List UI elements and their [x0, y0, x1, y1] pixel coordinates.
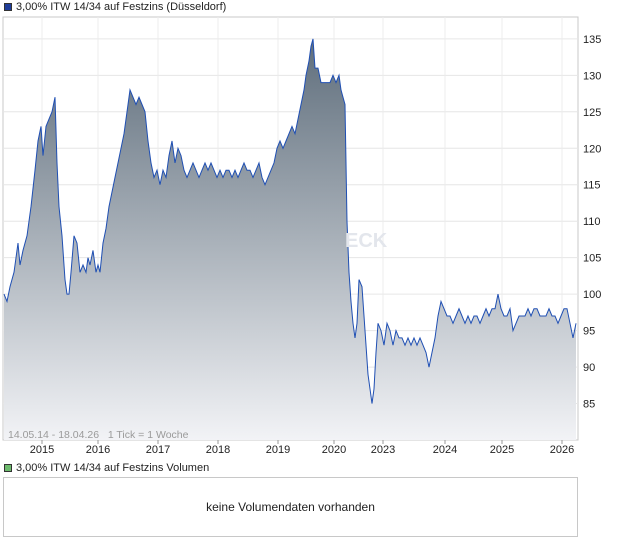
price-legend: 3,00% ITW 14/34 auf Festzins (Düsseldorf…	[4, 0, 226, 14]
volume-message: keine Volumendaten vorhanden	[206, 500, 375, 514]
volume-legend-swatch	[4, 464, 12, 472]
y-tick-label: 110	[583, 216, 601, 228]
price-legend-label: 3,00% ITW 14/34 auf Festzins (Düsseldorf…	[16, 1, 227, 13]
x-tick-label: 2016	[86, 444, 110, 456]
y-tick-label: 135	[583, 34, 601, 46]
y-tick-label: 125	[583, 107, 601, 119]
y-tick-label: 85	[583, 399, 595, 411]
volume-legend-label: 3,00% ITW 14/34 auf Festzins Volumen	[16, 462, 210, 474]
y-tick-label: 95	[583, 326, 595, 338]
y-tick-label: 120	[583, 143, 601, 155]
x-tick-label: 2024	[433, 444, 457, 456]
price-legend-swatch	[4, 3, 12, 11]
y-tick-label: 130	[583, 70, 601, 82]
x-tick-label: 2025	[490, 444, 514, 456]
x-tick-label: 2018	[206, 444, 230, 456]
watermark: ECK	[345, 230, 388, 252]
x-tick-label: 2020	[322, 444, 346, 456]
range-note: 14.05.14 - 18.04.26 1 Tick = 1 Woche	[8, 429, 189, 441]
x-tick-label: 2019	[266, 444, 290, 456]
price-area	[4, 38, 576, 441]
volume-legend: 3,00% ITW 14/34 auf Festzins Volumen	[4, 461, 209, 475]
price-line	[3, 38, 577, 404]
y-tick-label: 105	[583, 253, 601, 265]
x-tick-label: 2023	[371, 444, 395, 456]
y-tick-label: 115	[583, 180, 601, 192]
x-tick-label: 2026	[550, 444, 574, 456]
y-tick-label: 100	[583, 289, 601, 301]
price-chart: ECK 85 90 95 100 105 110 115 120 125 130 135 2015 2…	[2, 16, 601, 456]
x-tick-label: 2017	[146, 444, 170, 456]
y-tick-label: 90	[583, 362, 595, 374]
volume-panel: keine Volumendaten vorhanden	[3, 477, 578, 537]
x-tick-label: 2015	[30, 444, 54, 456]
